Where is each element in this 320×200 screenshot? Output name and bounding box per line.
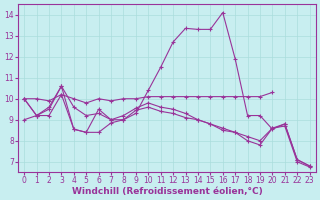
X-axis label: Windchill (Refroidissement éolien,°C): Windchill (Refroidissement éolien,°C) [72,187,262,196]
